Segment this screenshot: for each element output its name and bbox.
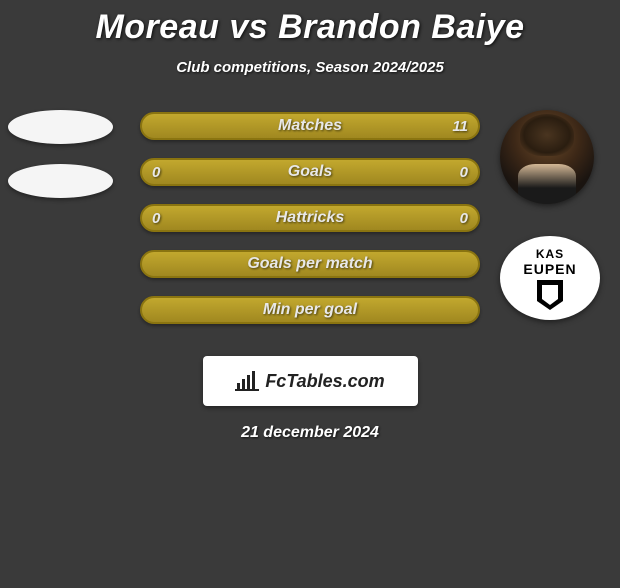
stat-label: Matches bbox=[142, 114, 478, 138]
stat-right-value: 0 bbox=[450, 206, 478, 230]
stat-row-goals: 0 Goals 0 bbox=[140, 158, 480, 186]
club-crest bbox=[537, 280, 563, 310]
stat-label: Goals bbox=[142, 160, 478, 184]
club-logo-bottom: EUPEN bbox=[523, 262, 576, 276]
stat-row-hattricks: 0 Hattricks 0 bbox=[140, 204, 480, 232]
stat-row-min-per-goal: Min per goal bbox=[140, 296, 480, 324]
bar-chart-icon bbox=[235, 371, 259, 391]
date-label: 21 december 2024 bbox=[0, 424, 620, 442]
stat-bars: Matches 11 0 Goals 0 0 Hattricks 0 Goals… bbox=[140, 112, 480, 342]
stat-row-matches: Matches 11 bbox=[140, 112, 480, 140]
right-avatars: KAS EUPEN bbox=[500, 110, 600, 320]
player2-photo bbox=[500, 110, 594, 204]
left-avatars bbox=[8, 110, 113, 218]
subtitle: Club competitions, Season 2024/2025 bbox=[0, 59, 620, 76]
stats-area: KAS EUPEN Matches 11 0 Goals 0 0 Hattric… bbox=[0, 112, 620, 342]
page-title: Moreau vs Brandon Baiye bbox=[0, 8, 620, 47]
stat-label: Min per goal bbox=[142, 298, 478, 322]
brand-text: FcTables.com bbox=[265, 371, 384, 392]
stat-right-value bbox=[458, 298, 478, 322]
player1-club-placeholder bbox=[8, 164, 113, 198]
stat-right-value: 11 bbox=[442, 114, 478, 138]
stat-row-goals-per-match: Goals per match bbox=[140, 250, 480, 278]
stat-right-value: 0 bbox=[450, 160, 478, 184]
player2-club-logo: KAS EUPEN bbox=[500, 236, 600, 320]
player1-photo-placeholder bbox=[8, 110, 113, 144]
stat-label: Hattricks bbox=[142, 206, 478, 230]
stat-label: Goals per match bbox=[142, 252, 478, 276]
club-logo-top: KAS bbox=[536, 248, 564, 260]
stat-right-value bbox=[458, 252, 478, 276]
brand-box: FcTables.com bbox=[203, 356, 418, 406]
